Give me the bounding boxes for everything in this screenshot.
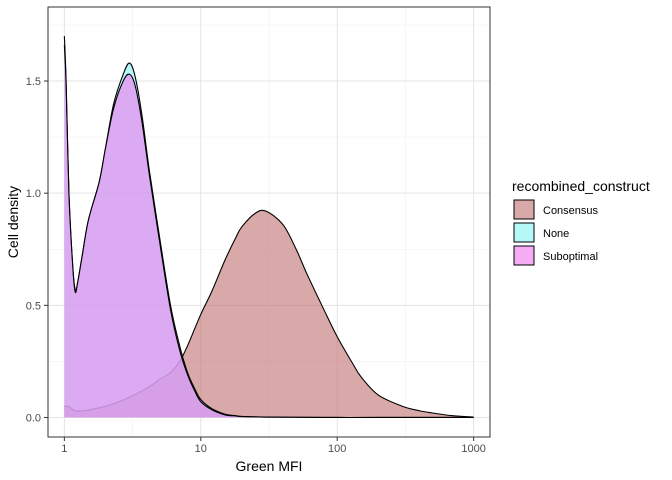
x-axis-title: Green MFI: [236, 458, 303, 474]
legend-label-consensus: Consensus: [543, 205, 599, 217]
panel-border: [47, 6, 491, 438]
density-area-consensus: [64, 210, 474, 418]
legend-key-consensus: [513, 199, 535, 220]
x-tick-label: 1: [61, 443, 67, 455]
x-tick-label: 1000: [461, 443, 485, 455]
legend-label-none: None: [543, 228, 569, 240]
legend: recombined_construct Consensus None Subopt…: [512, 178, 650, 266]
density-line-suboptimal: [63, 45, 474, 419]
legend-key-suboptimal: [513, 245, 535, 266]
y-tick-label: 0.5: [26, 300, 41, 312]
legend-label-suboptimal: Suboptimal: [543, 251, 598, 263]
legend-key-none: [513, 222, 535, 243]
legend-title: recombined_construct: [512, 178, 650, 194]
y-tick-label: 1.0: [26, 188, 41, 200]
x-tick-label: 100: [328, 443, 346, 455]
y-tick-label: 1.5: [26, 76, 41, 88]
density-area-suboptimal: [64, 45, 474, 418]
x-tick-label: 10: [195, 443, 207, 455]
y-axis-title: Cell density: [5, 186, 21, 258]
axis-ticks: 1 10 100 1000 0.0 0.5 1.0 1.5: [26, 76, 486, 455]
density-areas: [63, 36, 474, 419]
y-tick-label: 0.0: [26, 412, 41, 424]
